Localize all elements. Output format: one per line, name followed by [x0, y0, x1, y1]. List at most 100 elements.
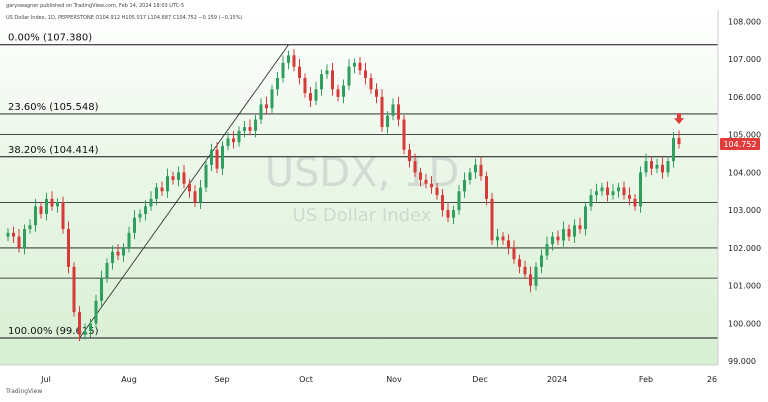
trendline-segment[interactable] [79, 44, 289, 339]
candle-body [561, 229, 566, 241]
fibonacci-levels: 0.00% (107.380) 23.60% (105.548) 38.20% (1… [0, 33, 718, 339]
candle-body [600, 187, 604, 192]
down-arrow-head [674, 118, 684, 125]
candle-body [198, 187, 203, 203]
fib-label: 38.20% (104.414) [8, 145, 99, 156]
time-tick-label: Aug [121, 375, 137, 384]
candle-body [435, 187, 439, 196]
candle-body [578, 225, 582, 230]
candle-body [457, 191, 461, 211]
candle-body [264, 104, 269, 109]
time-tick-label: Oct [299, 375, 313, 384]
candle-body [611, 191, 615, 196]
time-axis[interactable]: Jul Aug Sep Oct Nov Dec 2024 Feb 26 [0, 364, 718, 384]
candle-body [666, 161, 670, 173]
candle-body [655, 164, 659, 169]
candle-body [660, 164, 665, 173]
candle-body [319, 74, 324, 90]
candle-body [187, 183, 192, 192]
candle-body [407, 149, 412, 162]
trendline[interactable] [79, 44, 289, 339]
time-tick-label: Dec [472, 375, 487, 384]
candle-body [462, 179, 467, 192]
candle-body [275, 77, 280, 90]
candle-body [490, 198, 494, 241]
candle-body [363, 70, 368, 78]
candle-body [237, 130, 241, 143]
candle-body [28, 225, 32, 230]
price-tick-label: 106.000 [728, 93, 761, 102]
watermark-name: US Dollar Index [293, 205, 432, 226]
price-tick-label: 100.000 [728, 319, 761, 328]
candle-body [638, 172, 643, 207]
candle-body [512, 247, 516, 260]
symbol-ohlc-line: US Dollar Index, 1D, PEPPERSTONE O104.91… [6, 15, 243, 21]
candle-body [248, 127, 252, 131]
candle-body [330, 70, 335, 90]
candle-body [649, 161, 654, 169]
candle-body [160, 187, 164, 192]
candle-body [292, 55, 296, 67]
fib-label: 100.00% (99.615) [8, 326, 99, 337]
candle-body [396, 104, 401, 120]
candle-body [149, 198, 153, 207]
candle-body [517, 259, 522, 267]
candle-body [616, 187, 621, 192]
last-price-tag: 104.752 [720, 137, 760, 150]
candle-body [539, 255, 544, 267]
candle-body [88, 323, 93, 332]
candle-body [484, 176, 489, 199]
tradingview-logo[interactable]: TradingView [6, 388, 43, 395]
candle-body [110, 251, 115, 264]
candle-body [182, 172, 186, 184]
price-tick-label: 99.000 [728, 357, 756, 366]
candle-body [171, 176, 175, 180]
candle-body [627, 195, 632, 199]
candle-body [556, 236, 560, 241]
candle-body [479, 164, 483, 177]
time-tick-label: Sep [214, 375, 229, 384]
symbol-watermark: USDX, 1D US Dollar Index [265, 150, 460, 226]
candle-body [644, 161, 648, 173]
candle-body [336, 89, 340, 97]
candle-body [622, 187, 626, 196]
candle-body [220, 145, 225, 169]
candle-body [413, 161, 417, 173]
candle-body [506, 240, 511, 248]
candle-body [424, 179, 428, 184]
candle-body [116, 251, 120, 256]
candle-body [209, 149, 214, 165]
candle-body [11, 232, 16, 237]
candle-body [165, 176, 170, 192]
candle-body [385, 115, 390, 128]
candle-body [94, 300, 98, 324]
candle-body [451, 210, 456, 218]
price-axis[interactable]: 99.000 100.000 101.000 102.000 103.000 104.00… [717, 10, 761, 366]
candle-body [303, 77, 307, 94]
price-tick-label: 102.000 [728, 244, 761, 253]
candle-body [589, 195, 593, 207]
candle-body [352, 62, 357, 67]
candle-body [572, 225, 577, 237]
candle-body [242, 127, 247, 131]
candle-body [594, 191, 599, 196]
candle-body [325, 70, 329, 75]
down-arrow-shaft [677, 113, 681, 119]
time-tick-label: Jul [40, 375, 51, 384]
candle-body [253, 119, 258, 131]
watermark-symbol: USDX, 1D [265, 150, 460, 196]
publisher-line: garyswagner published on TradingView.com… [6, 3, 185, 9]
candle-body [418, 172, 423, 180]
candles [6, 49, 681, 342]
candle-body [259, 104, 263, 120]
candle-body [380, 96, 384, 128]
candle-body [391, 104, 395, 116]
candle-body [677, 138, 681, 144]
candle-body [176, 172, 181, 180]
candle-body [72, 266, 76, 313]
price-tick-label: 107.000 [728, 55, 761, 64]
candle-body [132, 217, 137, 233]
candle-body [193, 191, 197, 203]
